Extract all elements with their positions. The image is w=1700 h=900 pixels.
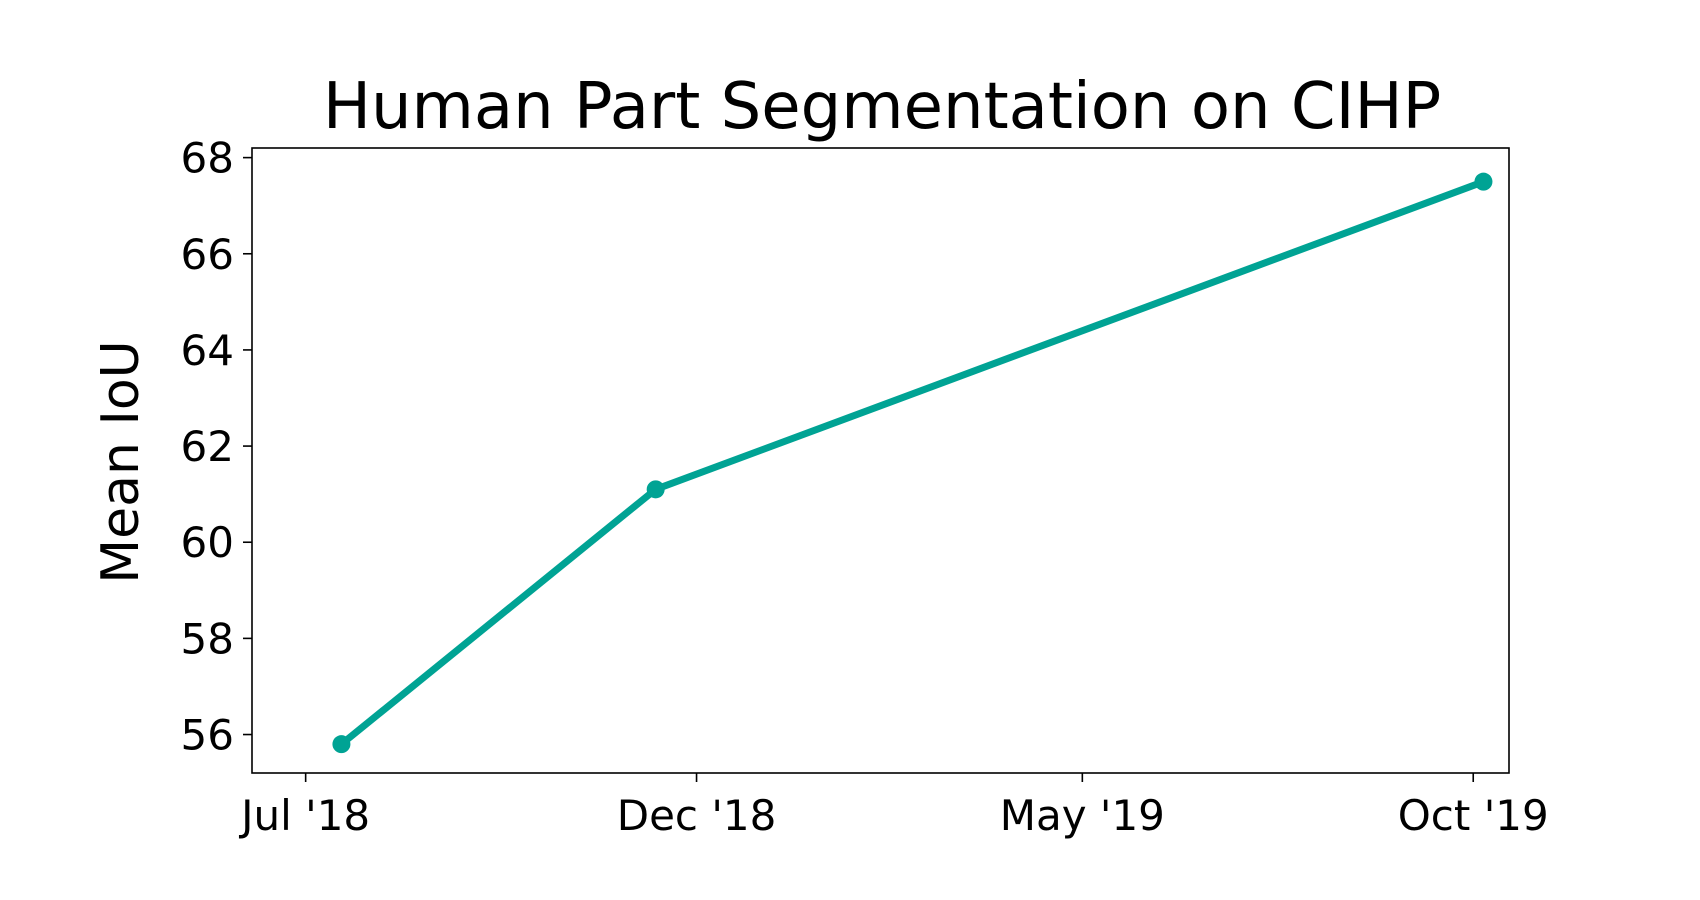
plot-area-frame <box>251 147 1510 774</box>
y-tick-label: 60 <box>181 518 234 567</box>
y-tick-label: 56 <box>181 711 234 760</box>
x-axis: Jul '18 Dec '18 May '19 Oct '19 <box>238 773 1549 840</box>
y-tick-label: 68 <box>181 134 234 183</box>
data-point <box>332 735 351 754</box>
y-tick-label: 64 <box>181 326 234 375</box>
chart-title: Human Part Segmentation on CIHP <box>323 70 1441 144</box>
y-tick-label: 58 <box>181 614 234 663</box>
y-tick-label: 62 <box>181 422 234 471</box>
data-point <box>646 480 665 499</box>
x-tick-label: Dec '18 <box>617 791 777 840</box>
x-tick-label: May '19 <box>1000 791 1165 840</box>
x-tick-label: Jul '18 <box>238 791 370 840</box>
y-tick-label: 66 <box>181 230 234 279</box>
data-point <box>1474 172 1493 191</box>
y-axis-title: Mean IoU <box>91 340 151 583</box>
x-tick-label: Oct '19 <box>1398 791 1549 840</box>
y-axis: 56 58 60 62 64 66 68 <box>181 134 252 760</box>
series-layer <box>332 172 1493 754</box>
series-line <box>337 178 1487 748</box>
